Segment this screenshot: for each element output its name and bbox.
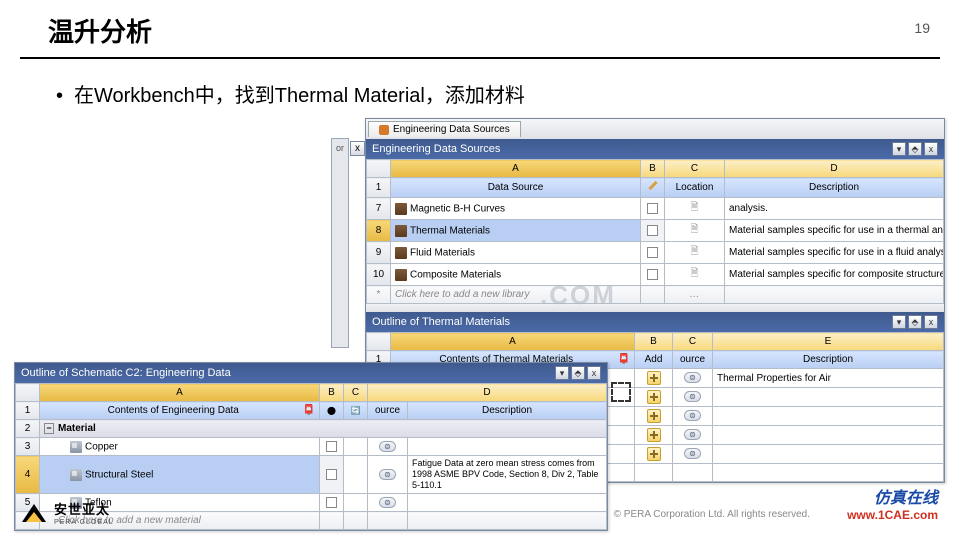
row-composite-materials[interactable]: 10 Composite Materials 🗎 Material sample… (367, 264, 944, 286)
header-description: Description (713, 351, 944, 369)
copyright: © PERA Corporation Ltd. All rights reser… (614, 509, 810, 520)
book-icon (395, 269, 407, 281)
tab-strip: Engineering Data Sources (366, 119, 944, 139)
close-button[interactable]: x (924, 315, 938, 329)
row-add-library[interactable]: * Click here to add a new library … (367, 286, 944, 304)
source-badge: ⊜ (684, 391, 701, 402)
bullet-text: •在Workbench中，找到Thermal Material，添加材料 (0, 59, 960, 108)
tab-engineering-data-sources[interactable]: Engineering Data Sources (368, 121, 521, 137)
pencil-icon (647, 180, 659, 192)
row-magnetic[interactable]: 7 Magnetic B-H Curves 🗎 analysis. (367, 198, 944, 220)
row-structural-steel[interactable]: 4 Structural Steel ⊜ Fatigue Data at zer… (16, 456, 607, 494)
book-icon (395, 225, 407, 237)
close-button[interactable]: x (924, 142, 938, 156)
dropdown-button[interactable]: ▾ (892, 315, 906, 329)
pane-header-sources: Engineering Data Sources ▾ ⬘ x (366, 139, 944, 159)
column-letters-row: A B C E (367, 333, 944, 351)
add-icon[interactable] (647, 447, 661, 461)
watermark: 仿真在线 www.1CAE.com (847, 484, 938, 522)
col-e[interactable]: E (713, 333, 944, 351)
row-copper[interactable]: 3 Copper ⊜ (16, 438, 607, 456)
checkbox[interactable] (647, 247, 658, 258)
col-b[interactable]: B (320, 384, 344, 402)
header-data-source: Data Source (391, 178, 641, 198)
header-add: Add (635, 351, 673, 369)
dropdown-button[interactable]: ▾ (892, 142, 906, 156)
column-letters-row: A B C D (367, 160, 944, 178)
row-material-category[interactable]: 2 −Material (16, 420, 607, 438)
header-edit (641, 178, 665, 198)
header-description: Description (725, 178, 944, 198)
checkbox[interactable] (647, 225, 658, 236)
material-icon (70, 469, 82, 481)
material-icon (70, 441, 82, 453)
column-letters-row: A B C D (16, 384, 607, 402)
pin-button[interactable]: ⬘ (908, 142, 922, 156)
col-b[interactable]: B (635, 333, 673, 351)
add-icon[interactable] (647, 428, 661, 442)
col-a[interactable]: A (40, 384, 320, 402)
checkbox[interactable] (647, 269, 658, 280)
add-icon[interactable] (647, 371, 661, 385)
checkbox[interactable] (326, 441, 337, 452)
pane-header-outline-thermal: Outline of Thermal Materials ▾ ⬘ x (366, 312, 944, 332)
col-d[interactable]: D (368, 384, 607, 402)
column-headers-row: 1 Contents of Engineering Data 📮 ⬤ 🔄 our… (16, 402, 607, 420)
header-source: ource (673, 351, 713, 369)
data-sources-grid: A B C D 1 Data Source Location Descripti… (366, 159, 944, 304)
logo-triangle-icon (22, 504, 46, 522)
add-icon[interactable] (647, 390, 661, 404)
source-badge: ⊜ (684, 372, 701, 383)
pane-header-schematic: Outline of Schematic C2: Engineering Dat… (15, 363, 607, 383)
close-button[interactable]: x (587, 366, 601, 380)
pera-logo: 安世亚太 PERA GLOBAL (22, 499, 114, 526)
book-icon (395, 203, 407, 215)
source-badge: ⊜ (684, 448, 701, 459)
left-narrow-strip: or (331, 138, 349, 348)
col-d[interactable]: D (725, 160, 944, 178)
pin-button[interactable]: ⬘ (571, 366, 585, 380)
source-badge: ⊜ (379, 441, 396, 452)
column-headers-row: 1 Data Source Location Description (367, 178, 944, 198)
slide-title: 温升分析 (0, 0, 960, 57)
col-c[interactable]: C (665, 160, 725, 178)
header-source: ource (368, 402, 408, 420)
source-badge: ⊜ (684, 410, 701, 421)
dropdown-button[interactable]: ▾ (555, 366, 569, 380)
pin-button[interactable]: ⬘ (908, 315, 922, 329)
row-thermal-materials[interactable]: 8 Thermal Materials 🗎 Material samples s… (367, 220, 944, 242)
col-c[interactable]: C (344, 384, 368, 402)
col-a[interactable]: A (391, 160, 641, 178)
col-c[interactable]: C (673, 333, 713, 351)
tab-icon (379, 125, 389, 135)
checkbox[interactable] (326, 469, 337, 480)
source-badge: ⊜ (379, 469, 396, 480)
add-icon[interactable] (647, 409, 661, 423)
header-contents: Contents of Engineering Data 📮 (40, 402, 320, 420)
col-a[interactable]: A (391, 333, 635, 351)
row-fluid-materials[interactable]: 9 Fluid Materials 🗎 Material samples spe… (367, 242, 944, 264)
source-badge: ⊜ (684, 429, 701, 440)
header-description: Description (408, 402, 607, 420)
close-strip-button[interactable]: x (350, 141, 365, 156)
book-icon (395, 247, 407, 259)
checkbox[interactable] (647, 203, 658, 214)
header-location: Location (665, 178, 725, 198)
col-b[interactable]: B (641, 160, 665, 178)
slide-footer: 安世亚太 PERA GLOBAL © PERA Corporation Ltd.… (0, 496, 960, 526)
page-number: 19 (914, 20, 930, 36)
